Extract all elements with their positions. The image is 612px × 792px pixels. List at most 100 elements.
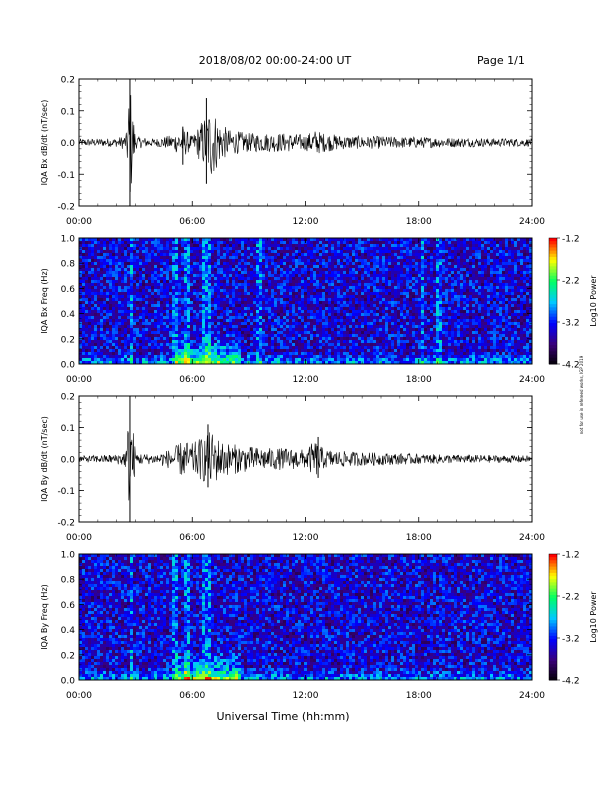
heatmap-cell bbox=[505, 319, 508, 322]
heatmap-cell bbox=[448, 289, 451, 292]
heatmap-cell bbox=[241, 277, 244, 280]
heatmap-cell bbox=[139, 322, 142, 325]
heatmap-cell bbox=[331, 277, 334, 280]
heatmap-cell bbox=[406, 310, 409, 313]
heatmap-cell bbox=[484, 280, 487, 283]
heatmap-cell bbox=[175, 319, 178, 322]
heatmap-cell bbox=[385, 328, 388, 331]
heatmap-cell bbox=[445, 322, 448, 325]
heatmap-cell bbox=[166, 277, 169, 280]
heatmap-cell bbox=[424, 328, 427, 331]
heatmap-cell bbox=[460, 325, 463, 328]
heatmap-cell bbox=[379, 271, 382, 274]
heatmap-cell bbox=[442, 253, 445, 256]
heatmap-cell bbox=[124, 256, 127, 259]
heatmap-cell bbox=[121, 313, 124, 316]
heatmap-cell bbox=[103, 319, 106, 322]
heatmap-cell bbox=[361, 304, 364, 307]
heatmap-cell bbox=[88, 238, 91, 241]
heatmap-cell bbox=[175, 253, 178, 256]
heatmap-cell bbox=[421, 256, 424, 259]
heatmap-cell bbox=[514, 295, 517, 298]
heatmap-cell bbox=[295, 253, 298, 256]
heatmap-cell bbox=[247, 325, 250, 328]
heatmap-cell bbox=[508, 247, 511, 250]
heatmap-cell bbox=[394, 250, 397, 253]
heatmap-cell bbox=[448, 241, 451, 244]
heatmap-cell bbox=[475, 313, 478, 316]
heatmap-cell bbox=[136, 319, 139, 322]
heatmap-cell bbox=[466, 316, 469, 319]
heatmap-cell bbox=[229, 244, 232, 247]
heatmap-cell bbox=[154, 325, 157, 328]
heatmap-cell bbox=[193, 283, 196, 286]
heatmap-cell bbox=[97, 265, 100, 268]
heatmap-cell bbox=[190, 313, 193, 316]
heatmap-cell bbox=[313, 283, 316, 286]
heatmap-cell bbox=[340, 331, 343, 334]
heatmap-cell bbox=[262, 259, 265, 262]
heatmap-cell bbox=[250, 301, 253, 304]
heatmap-cell bbox=[463, 310, 466, 313]
heatmap-cell bbox=[397, 238, 400, 241]
heatmap-cell bbox=[412, 328, 415, 331]
heatmap-cell bbox=[385, 322, 388, 325]
heatmap-cell bbox=[142, 292, 145, 295]
heatmap-cell bbox=[130, 277, 133, 280]
heatmap-cell bbox=[319, 265, 322, 268]
heatmap-cell bbox=[373, 304, 376, 307]
heatmap-cell bbox=[307, 277, 310, 280]
heatmap-cell bbox=[154, 256, 157, 259]
heatmap-cell bbox=[109, 286, 112, 289]
heatmap-cell bbox=[439, 271, 442, 274]
heatmap-cell bbox=[127, 304, 130, 307]
heatmap-cell bbox=[499, 253, 502, 256]
heatmap-cell bbox=[385, 316, 388, 319]
heatmap-cell bbox=[193, 322, 196, 325]
heatmap-cell bbox=[523, 322, 526, 325]
heatmap-cell bbox=[355, 271, 358, 274]
heatmap-cell bbox=[427, 250, 430, 253]
heatmap-cell bbox=[241, 250, 244, 253]
heatmap-cell bbox=[118, 316, 121, 319]
heatmap-cell bbox=[253, 286, 256, 289]
heatmap-cell bbox=[250, 292, 253, 295]
heatmap-cell bbox=[112, 277, 115, 280]
heatmap-cell bbox=[280, 280, 283, 283]
heatmap-cell bbox=[226, 295, 229, 298]
heatmap-cell bbox=[220, 319, 223, 322]
heatmap-cell bbox=[124, 295, 127, 298]
heatmap-cell bbox=[343, 295, 346, 298]
heatmap-cell bbox=[295, 286, 298, 289]
heatmap-cell bbox=[229, 259, 232, 262]
heatmap-cell bbox=[493, 271, 496, 274]
heatmap-cell bbox=[331, 268, 334, 271]
heatmap-cell bbox=[502, 241, 505, 244]
heatmap-cell bbox=[469, 265, 472, 268]
heatmap-cell bbox=[523, 310, 526, 313]
heatmap-cell bbox=[184, 331, 187, 334]
heatmap-cell bbox=[418, 241, 421, 244]
heatmap-cell bbox=[109, 331, 112, 334]
heatmap-cell bbox=[391, 277, 394, 280]
heatmap-cell bbox=[388, 289, 391, 292]
heatmap-cell bbox=[526, 298, 529, 301]
heatmap-cell bbox=[460, 268, 463, 271]
heatmap-cell bbox=[256, 259, 259, 262]
heatmap-cell bbox=[397, 265, 400, 268]
heatmap-cell bbox=[403, 322, 406, 325]
heatmap-cell bbox=[79, 259, 82, 262]
heatmap-cell bbox=[187, 268, 190, 271]
heatmap-cell bbox=[160, 316, 163, 319]
heatmap-cell bbox=[112, 322, 115, 325]
heatmap-cell bbox=[349, 268, 352, 271]
heatmap-cell bbox=[427, 244, 430, 247]
heatmap-cell bbox=[457, 238, 460, 241]
heatmap-cell bbox=[394, 319, 397, 322]
heatmap-cell bbox=[295, 259, 298, 262]
heatmap-cell bbox=[106, 307, 109, 310]
heatmap-cell bbox=[226, 292, 229, 295]
heatmap-cell bbox=[364, 283, 367, 286]
heatmap-cell bbox=[415, 277, 418, 280]
heatmap-cell bbox=[163, 289, 166, 292]
